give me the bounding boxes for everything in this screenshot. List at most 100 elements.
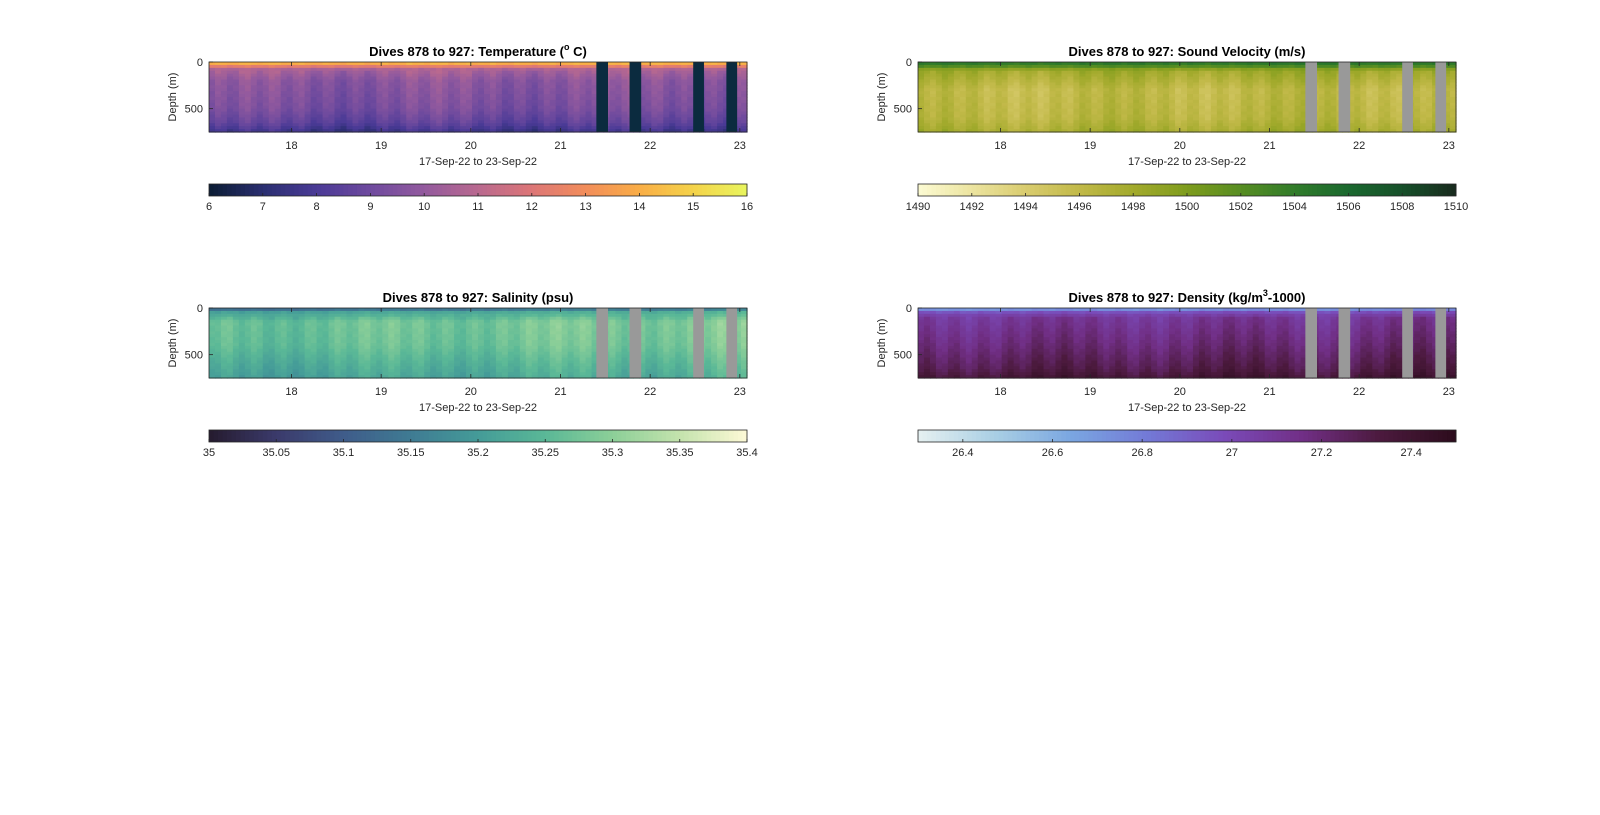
heatmap-cell [1097, 94, 1104, 98]
heatmap-cell [298, 88, 306, 92]
heatmap-cell [615, 102, 623, 107]
heatmap-cell [1300, 120, 1308, 124]
heatmap-cell [1300, 91, 1308, 95]
heatmap-cell [280, 123, 288, 127]
heatmap-cell [935, 102, 943, 107]
heatmap-cell [735, 94, 742, 98]
heatmap-cell [525, 108, 533, 113]
heatmap-cell [1216, 120, 1224, 124]
heatmap-cell [328, 123, 336, 127]
heatmap-cell [244, 85, 252, 89]
heatmap-cell [442, 99, 449, 104]
heatmap-cell [1246, 70, 1254, 75]
heatmap-cell [657, 85, 664, 89]
heatmap-cell [567, 99, 575, 104]
heatmap-cell [1157, 73, 1164, 78]
heatmap-cell [1246, 91, 1254, 95]
heatmap-cell [1372, 123, 1379, 127]
colorbar-segment [1236, 184, 1242, 196]
heatmap-cell [232, 343, 240, 347]
heatmap-cell [1031, 111, 1039, 116]
heatmap-cell [1222, 108, 1230, 113]
heatmap-cell [268, 360, 276, 365]
heatmap-cell [400, 97, 407, 101]
heatmap-cell [959, 88, 967, 92]
heatmap-cell [687, 67, 694, 72]
heatmap-cell [1414, 117, 1421, 121]
heatmap-cell [555, 79, 563, 84]
heatmap-cell [1216, 62, 1224, 66]
heatmap-cell [466, 82, 473, 86]
heatmap-cell [971, 97, 979, 101]
heatmap-cell [262, 375, 270, 379]
heatmap-cell [717, 105, 724, 110]
heatmap-cell [947, 126, 955, 130]
heatmap-cell [1145, 70, 1152, 75]
heatmap-cell [1330, 67, 1338, 72]
heatmap-cell [609, 70, 617, 75]
heatmap-cell [448, 73, 455, 78]
heatmap-cell [1276, 82, 1284, 86]
heatmap-cell [382, 82, 389, 86]
heatmap-cell [923, 76, 931, 81]
colorbar-segment [1352, 184, 1358, 196]
heatmap-cell [585, 62, 593, 66]
heatmap-cell [639, 62, 646, 66]
heatmap-cell [983, 76, 991, 81]
colorbar-segment [666, 184, 672, 196]
heatmap-cell [220, 363, 228, 367]
heatmap-cell [1222, 82, 1230, 86]
heatmap-cell [1192, 88, 1200, 92]
heatmap-cell [472, 129, 479, 133]
heatmap-cell [531, 67, 539, 72]
heatmap-cell [1043, 82, 1051, 86]
heatmap-cell [1264, 76, 1272, 81]
heatmap-cell [1007, 111, 1015, 116]
heatmap-cell [1031, 102, 1039, 107]
heatmap-cell [953, 108, 961, 113]
colorbar-segment [253, 184, 259, 196]
heatmap-cell [947, 99, 955, 104]
heatmap-cell [358, 105, 366, 110]
heatmap-cell [1210, 82, 1218, 86]
heatmap-cell [1163, 64, 1170, 69]
heatmap-cell [1097, 62, 1104, 66]
heatmap-cell [567, 79, 575, 84]
heatmap-cell [651, 94, 658, 98]
heatmap-cell [232, 316, 240, 321]
heatmap-cell [579, 97, 587, 101]
heatmap-cell [238, 64, 246, 69]
heatmap-cell [741, 102, 748, 107]
heatmap-cell [298, 91, 306, 95]
heatmap-cell [1294, 126, 1302, 130]
heatmap-cell [1420, 79, 1427, 84]
heatmap-cell [364, 73, 371, 78]
heatmap-cell [478, 129, 485, 133]
heatmap-cell [1049, 123, 1057, 127]
heatmap-cell [507, 105, 515, 110]
heatmap-cell [989, 99, 997, 104]
heatmap-cell [1067, 94, 1075, 98]
heatmap-cell [1234, 85, 1242, 89]
heatmap-cell [1109, 94, 1116, 98]
heatmap-cell [274, 105, 282, 110]
heatmap-cell [382, 129, 389, 133]
heatmap-cell [1013, 114, 1021, 119]
heatmap-cell [1270, 64, 1278, 69]
heatmap-cell [717, 62, 724, 66]
x-tick-label: 20 [465, 140, 477, 152]
heatmap-cell [1258, 120, 1266, 124]
heatmap-cell [250, 369, 258, 373]
heatmap-cell [1300, 97, 1308, 101]
heatmap-cell [615, 105, 623, 110]
heatmap-cell [705, 91, 712, 95]
heatmap-cell [495, 99, 503, 104]
heatmap-cell [918, 94, 925, 98]
heatmap-cell [675, 76, 682, 81]
heatmap-cell [1216, 99, 1224, 104]
colorbar-segment [567, 184, 573, 196]
heatmap-cell [621, 105, 629, 110]
heatmap-cell [226, 375, 234, 379]
heatmap-cell [965, 117, 973, 121]
heatmap-cell [1067, 123, 1075, 127]
